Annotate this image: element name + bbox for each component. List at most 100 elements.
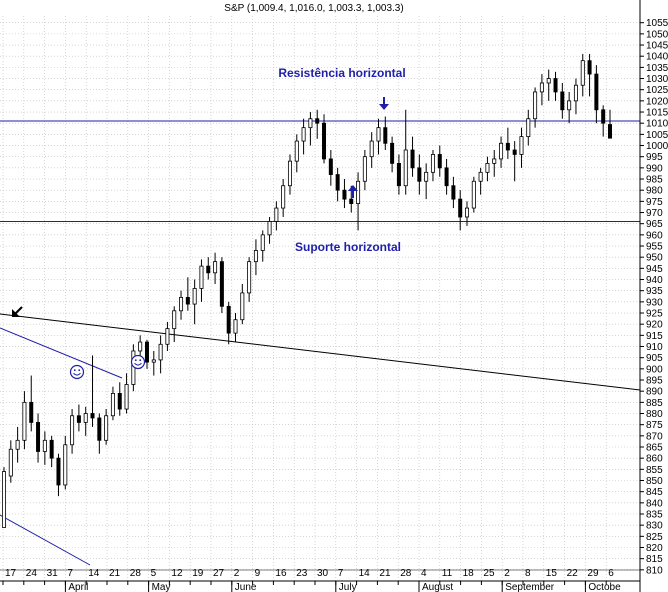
candle-body-up [83,413,88,423]
candle [192,279,197,325]
candle [2,467,7,528]
candle-body-down [322,122,327,160]
candle [356,172,361,231]
candle [383,116,388,150]
candle-body-down [97,417,102,441]
candle-body-down [608,124,613,139]
candle-body-down [349,198,354,204]
candle-body-up [213,261,218,274]
candle-body-up [478,171,483,182]
candle [260,230,265,262]
candle [233,313,238,343]
y-tick-label: 1005 [646,130,668,141]
candle-body-down [553,78,558,93]
candle-body-up [287,160,292,187]
candle [104,409,109,445]
y-tick-label: 875 [646,420,663,431]
candle-body-down [144,341,149,363]
candle [56,453,61,497]
candle [179,290,184,320]
y-tick-label: 1015 [646,108,668,119]
candle-body-down [342,189,347,200]
y-tick-label: 820 [646,543,663,554]
candle-body-up [499,142,504,160]
candle [240,283,245,325]
candle-body-up [158,343,163,361]
trendline-long [0,313,641,391]
candle [322,114,327,164]
candle-body-up [573,84,578,102]
candle-body-up [362,156,367,182]
candle [90,355,95,427]
y-tick-label: 1050 [646,29,668,40]
candle [444,158,449,195]
candle [70,409,75,454]
x-tick-label: 23 [296,568,308,579]
arrow-head [12,309,20,317]
candle-body-down [458,198,463,218]
candle-body-up [22,401,27,441]
candle [546,69,551,101]
candle [165,321,170,351]
candle-body-up [430,154,435,173]
x-tick-label: 21 [379,568,391,579]
x-tick-label: 17 [5,568,17,579]
x-tick-label: 2 [234,568,240,579]
y-tick-label: 1020 [646,96,668,107]
candle [8,440,13,483]
candle-body-up [240,292,245,321]
candle-body-up [281,185,286,209]
smiley-icon [69,364,85,380]
candle [396,154,401,195]
candle-body-down [383,127,388,144]
candle-body-down [206,265,211,274]
candle-body-up [253,250,258,263]
month-label: Octobe [588,582,621,592]
candle [567,91,572,124]
candle-body-up [294,140,299,162]
candle [519,127,524,168]
y-tick-label: 930 [646,297,663,308]
y-tick-label: 940 [646,275,663,286]
candle [417,154,422,195]
candle [117,382,122,416]
candle-body-down [505,142,510,151]
candle [369,132,374,168]
month-label: September [505,582,555,592]
candle-body-down [219,261,224,307]
x-tick-label: 12 [171,568,183,579]
candle-body-up [172,310,177,330]
y-tick-label: 945 [646,264,663,275]
candle [76,404,81,432]
candle-body-down [444,167,449,187]
candle-body-up [424,171,429,182]
x-tick-label: 2 [504,568,510,579]
candle [63,435,68,490]
candle-body-up [104,415,109,441]
candle-body-down [76,415,81,423]
smiley-eye [73,369,76,372]
y-tick-label: 995 [646,152,663,163]
candle [253,239,258,276]
y-tick-label: 960 [646,230,663,241]
x-tick-label: 5 [151,568,157,579]
smiley-eye [134,359,137,362]
candle-body-up [151,359,156,363]
y-tick-label: 1010 [646,119,668,130]
candle-body-up [247,261,252,294]
candle-body-down [36,422,41,452]
x-tick-label: 18 [463,568,475,579]
smiley-face [69,364,85,380]
smiley-icon [130,354,146,370]
candle [247,257,252,302]
candle-body-up [15,439,20,450]
candle [512,141,517,182]
candle [410,136,415,177]
trendline-arrow-icon [12,306,23,317]
candle [199,259,204,302]
x-tick-label: 29 [587,568,599,579]
y-tick-label: 870 [646,431,663,442]
candle [97,413,102,454]
candle [451,176,456,209]
